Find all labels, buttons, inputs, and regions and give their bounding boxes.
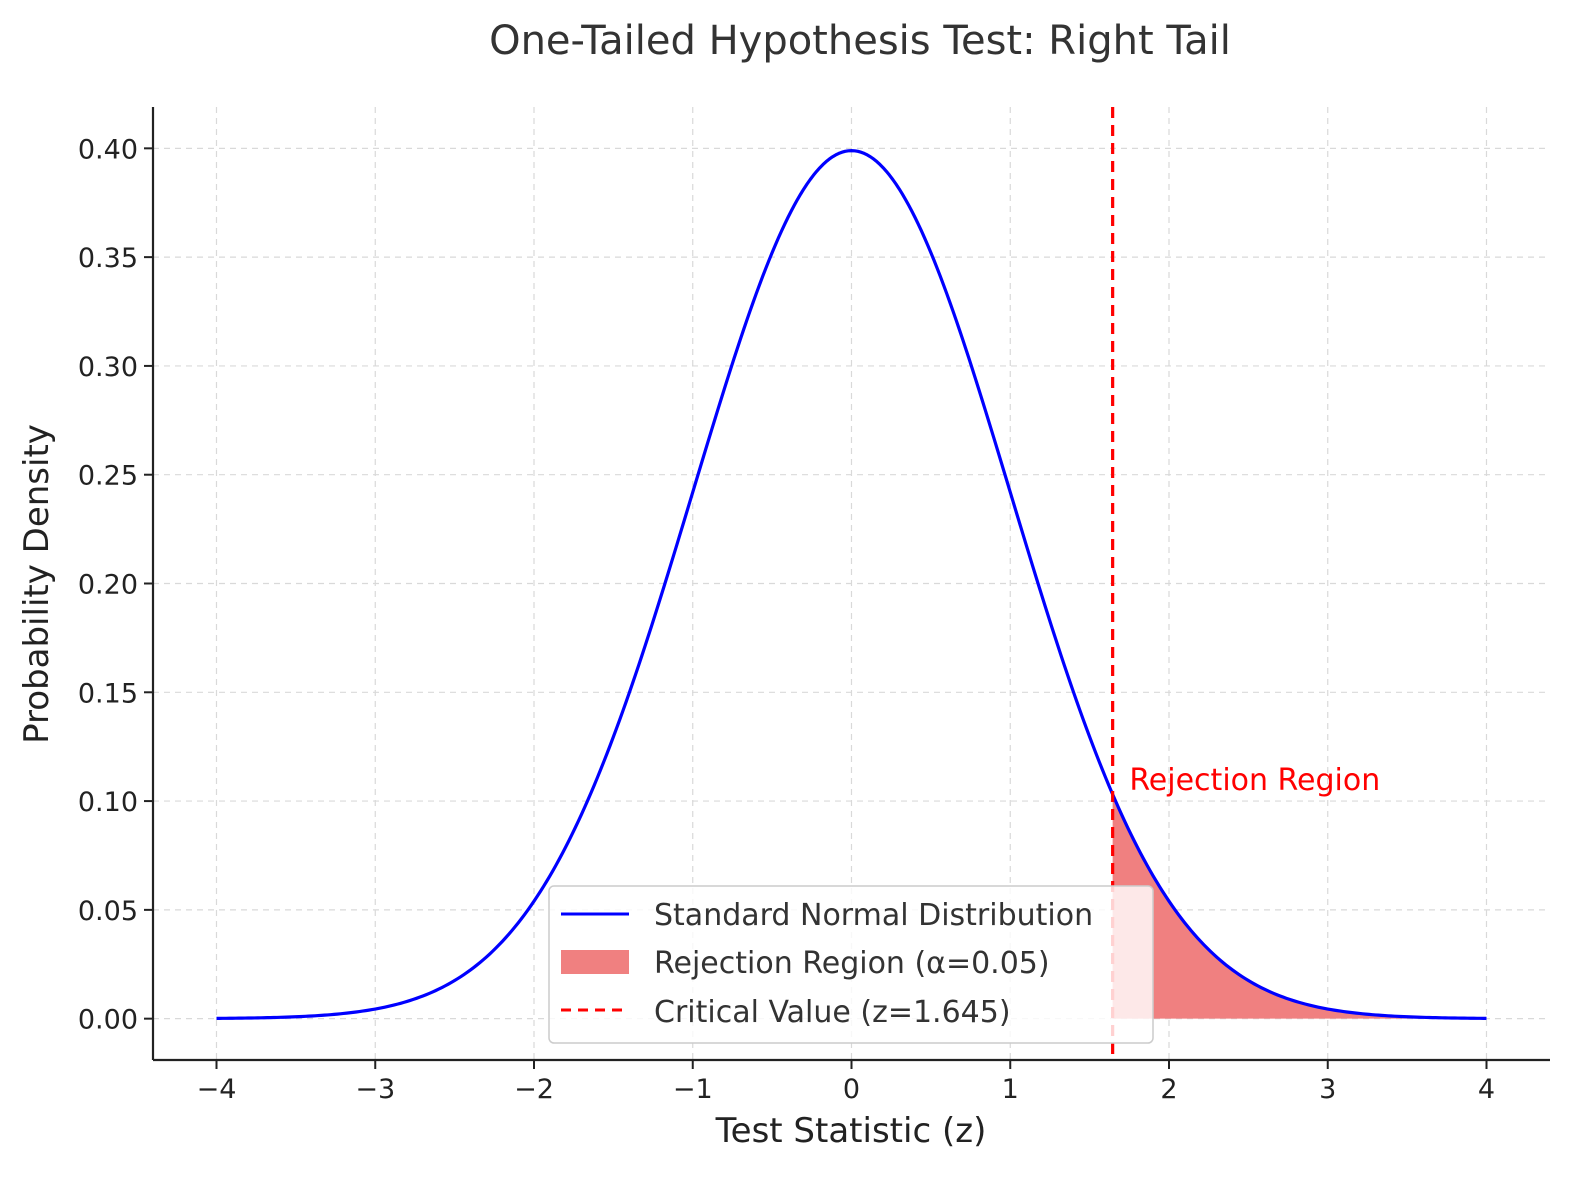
legend-box: [548, 885, 1154, 1044]
x-tick-label: −3: [355, 1074, 395, 1105]
rejection-area-layer: [1112, 794, 1487, 1019]
y-tick-label: 0.30: [78, 352, 138, 383]
x-tick-label: 3: [1319, 1074, 1336, 1105]
y-tick-label: 0.15: [78, 678, 138, 709]
x-axis-ticks: −4 −3 −2 −1 0 1 2 3 4: [197, 1060, 1495, 1105]
y-tick-label: 0.10: [78, 787, 138, 818]
rejection-region-annotation: Rejection Region: [1129, 763, 1380, 798]
y-tick-label: 0.35: [78, 243, 138, 274]
normal-curve-line: [216, 149, 1487, 1020]
x-tick-label: 1: [1002, 1074, 1019, 1105]
annotations: Rejection Region: [1129, 763, 1380, 798]
x-tick-label: 0: [843, 1074, 860, 1105]
y-tick-label: 0.05: [78, 896, 138, 927]
legend-label-curve: Standard Normal Distribution: [654, 898, 1093, 933]
y-tick-label: 0.25: [78, 461, 138, 492]
y-axis-label: Probability Density: [17, 424, 57, 744]
y-tick-label: 0.00: [78, 1005, 138, 1036]
legend-label-region: Rejection Region (α=0.05): [654, 946, 1050, 981]
legend-area-swatch: [561, 950, 629, 974]
x-axis-label: Test Statistic (z): [715, 1111, 987, 1151]
chart-title: One-Tailed Hypothesis Test: Right Tail: [489, 18, 1231, 64]
y-axis-ticks: 0.00 0.05 0.10 0.15 0.20 0.25 0.30 0.35 0.40: [78, 134, 153, 1036]
curve-layer: [216, 149, 1487, 1020]
x-tick-label: −1: [673, 1074, 713, 1105]
y-tick-label: 0.20: [78, 570, 138, 601]
x-tick-label: −2: [514, 1074, 554, 1105]
rejection-region-area: [1112, 794, 1487, 1019]
y-tick-label: 0.40: [78, 134, 138, 165]
x-tick-label: 2: [1160, 1074, 1177, 1105]
legend-label-critical: Critical Value (z=1.645): [654, 995, 1011, 1030]
legend: Standard Normal Distribution Rejection R…: [548, 885, 1154, 1044]
x-tick-label: 4: [1478, 1074, 1495, 1105]
x-tick-label: −4: [197, 1074, 237, 1105]
